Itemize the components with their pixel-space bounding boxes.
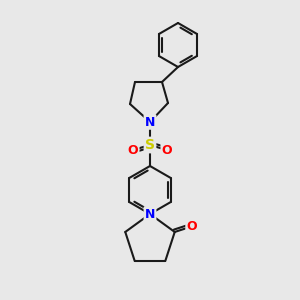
Text: N: N	[145, 208, 155, 220]
Text: O: O	[162, 143, 172, 157]
Text: O: O	[128, 143, 138, 157]
Text: O: O	[187, 220, 197, 233]
Text: N: N	[145, 116, 155, 128]
Text: S: S	[145, 138, 155, 152]
